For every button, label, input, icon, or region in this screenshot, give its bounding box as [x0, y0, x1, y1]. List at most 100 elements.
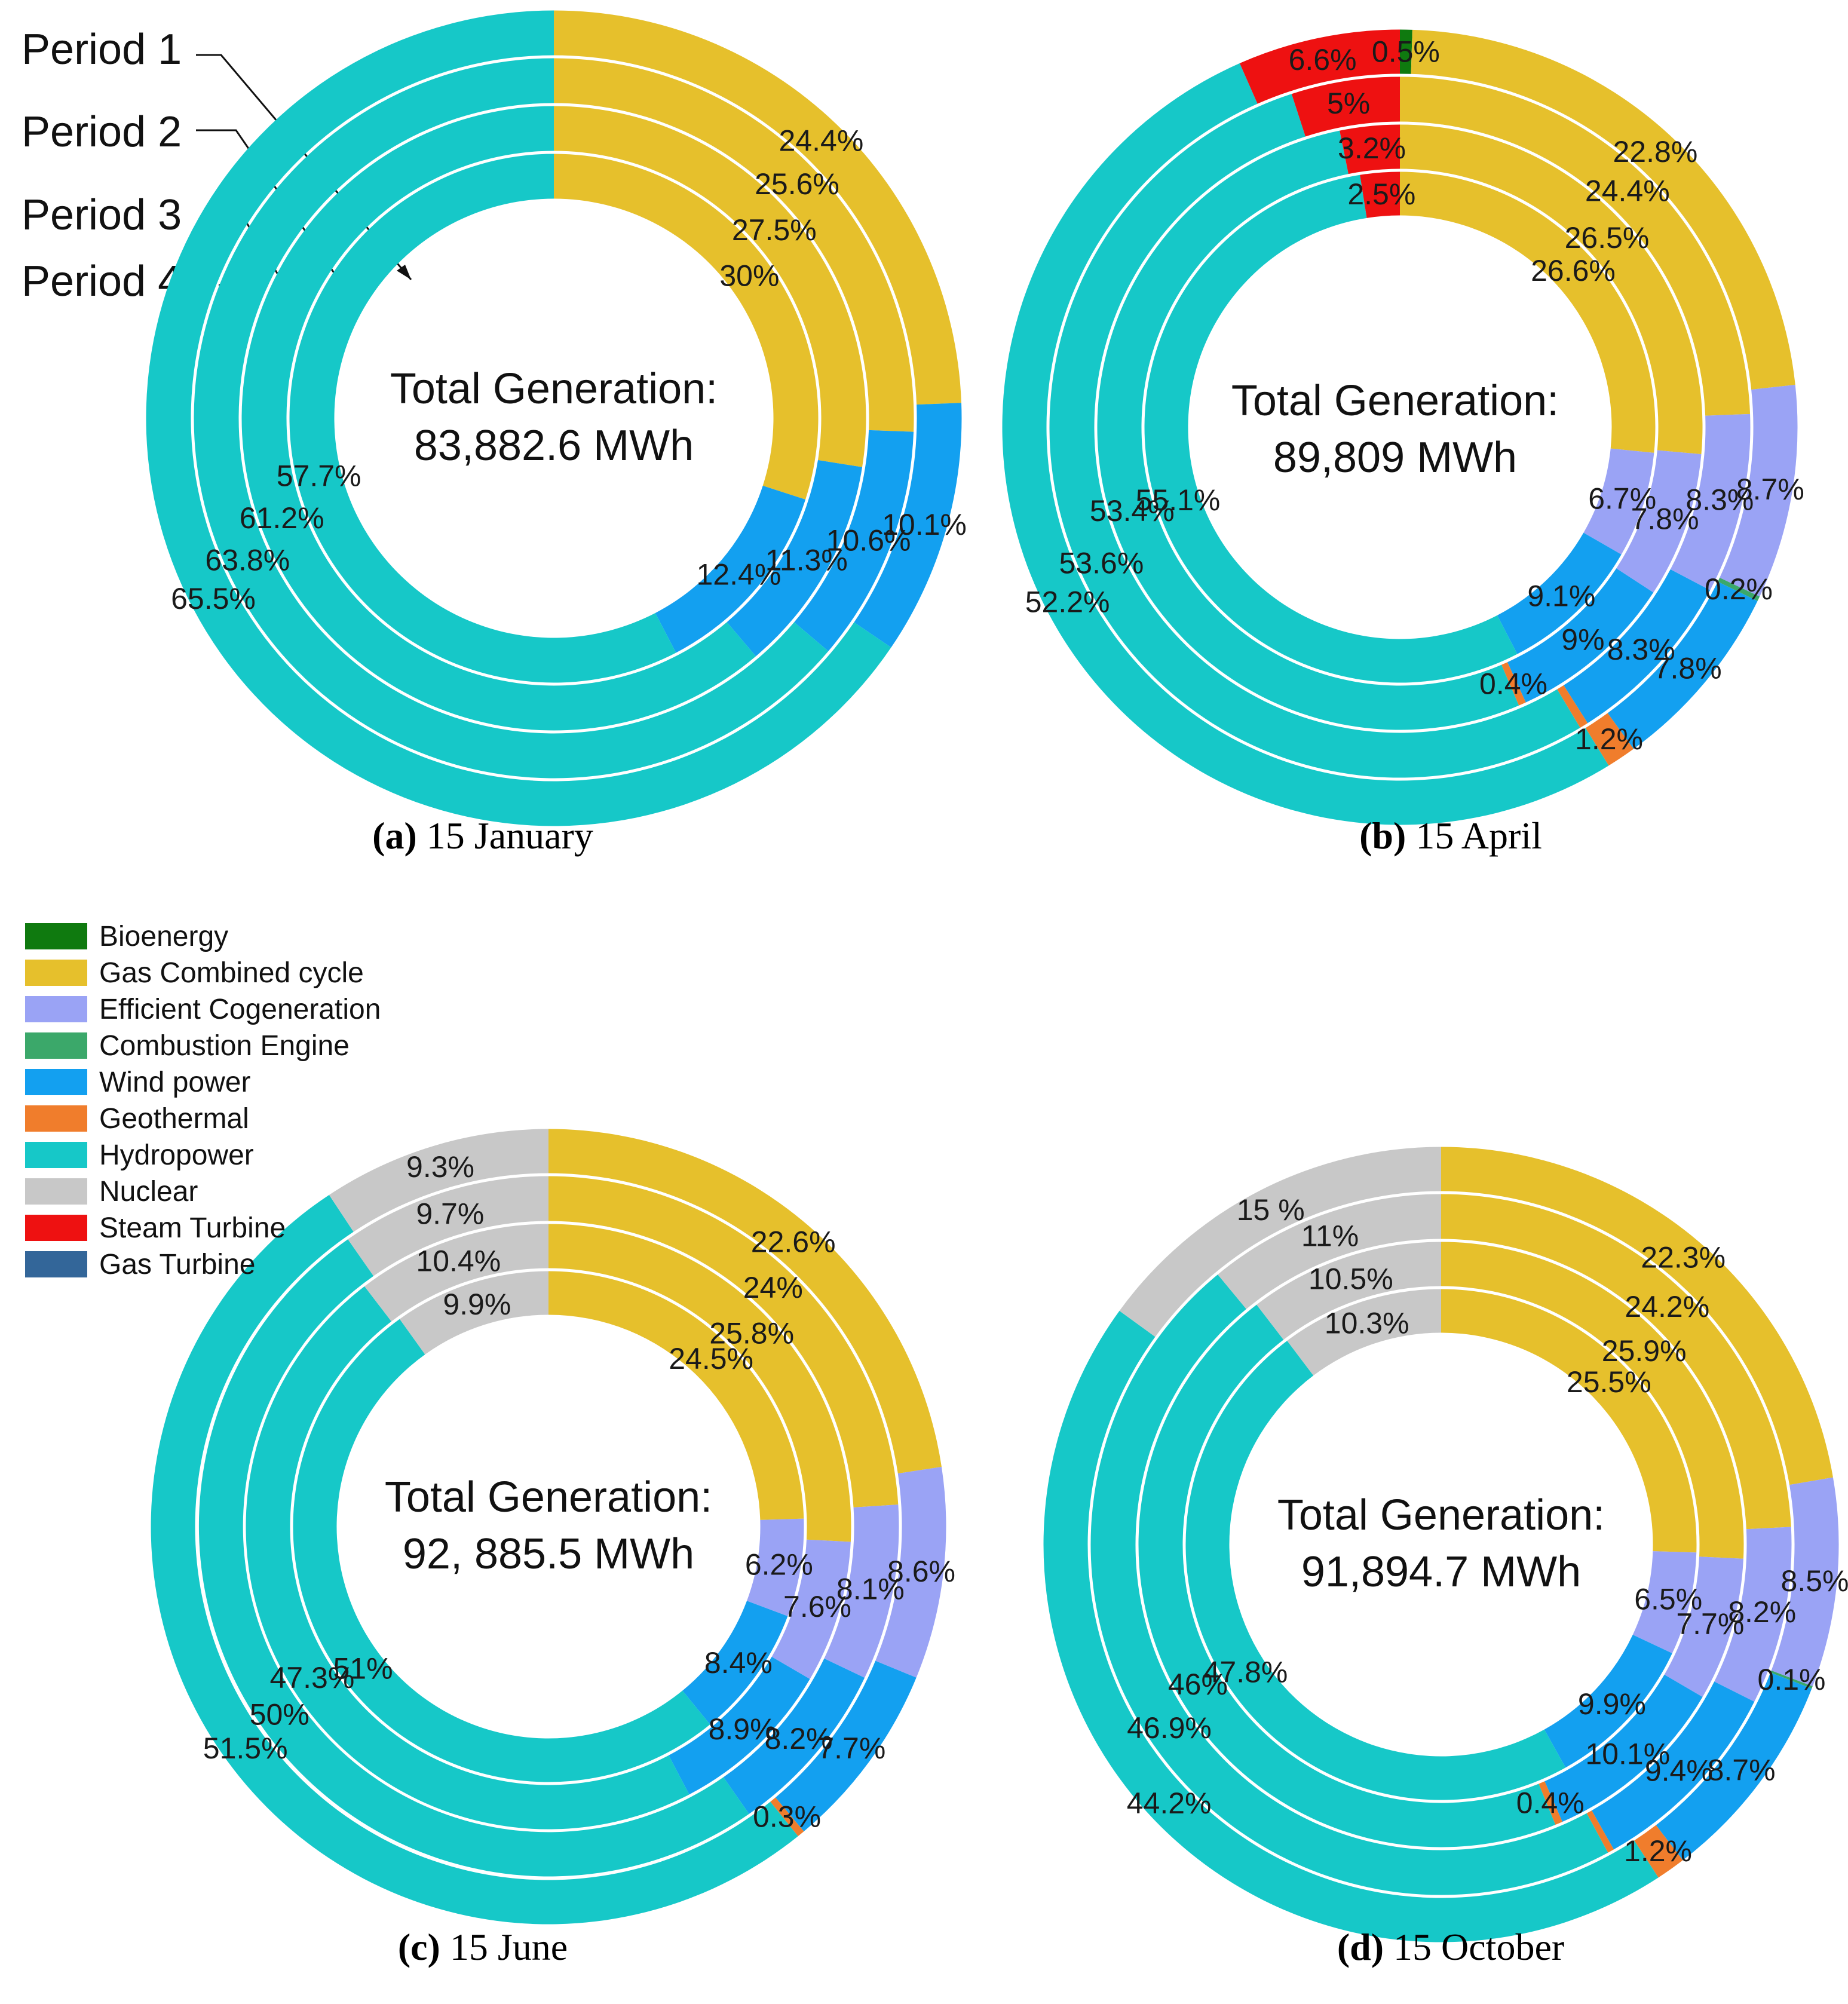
panel-c-ring-2-efficient-cogeneration-slice: [771, 1539, 851, 1680]
panel-a-ring-2-wind-power-slice: [727, 460, 863, 657]
panel-b-ring-4-steam-turbine-slice: [1239, 29, 1400, 104]
legend-swatch-geothermal: [25, 1105, 87, 1132]
panel-b-ring-3-geothermal-slice: [1557, 685, 1588, 728]
panel-b-ring-1-efficient-cogeneration-slice: [1583, 448, 1654, 554]
panel-d-ring-2-efficient-cogeneration-label: 7.7%: [1676, 1607, 1744, 1641]
panel-d-ring-4-combustion-engine-label: 0.1%: [1758, 1663, 1826, 1696]
panel-b-ring-1-gas-combined-cycle-label: 26.6%: [1531, 254, 1616, 287]
panel-c-ring-1-wind-power-label: 8.4%: [704, 1646, 773, 1680]
panel-c-caption-letter: (c): [398, 1926, 440, 1968]
panel-a-ring-4-wind-power-slice: [854, 403, 962, 648]
panel-c-ring-2-wind-power-label: 8.9%: [709, 1712, 777, 1746]
panel-d-ring-3-gas-combined-cycle-slice: [1441, 1194, 1791, 1530]
panel-d-ring-4-geothermal-slice: [1634, 1825, 1683, 1878]
panel-d-ring-3-hydropower-label: 46.9%: [1127, 1711, 1212, 1745]
panel-a-ring-4-wind-power-label: 10.1%: [882, 508, 967, 541]
panel-a-ring-2-gas-combined-cycle-slice: [554, 106, 866, 467]
panel-c-ring-2-hydropower-slice: [246, 1286, 689, 1830]
panel-d-ring-1-nuclear-label: 10.3%: [1325, 1306, 1409, 1340]
panel-a-ring-3-wind-power-slice: [794, 430, 914, 651]
panel-d-ring-2-efficient-cogeneration-slice: [1664, 1556, 1743, 1697]
panel-c-ring-4-geothermal-label: 0.3%: [753, 1800, 821, 1834]
panel-d-ring-2-gas-combined-cycle-label: 25.9%: [1602, 1334, 1687, 1368]
legend-swatch-nuclear: [25, 1178, 87, 1205]
panel-a-ring-4-gas-combined-cycle-slice: [554, 10, 962, 405]
panel-b-caption-letter: (b): [1359, 814, 1406, 857]
legend-swatch-wind-power: [25, 1069, 87, 1095]
legend-label-efficient-cogeneration: Efficient Cogeneration: [99, 994, 381, 1025]
panel-d-ring-1-hydropower-slice: [1185, 1340, 1566, 1800]
panel-b-ring-1-steam-turbine-label: 2.5%: [1347, 177, 1415, 211]
panel-c-ring-1-efficient-cogeneration-slice: [747, 1518, 804, 1616]
panel-c-ring-2-efficient-cogeneration-label: 7.6%: [783, 1590, 851, 1623]
panel-d-ring-2-wind-power-label: 10.1%: [1585, 1738, 1670, 1771]
panel-c-ring-2-nuclear-label: 10.4%: [416, 1244, 501, 1277]
panel-d-ring-1-gas-combined-cycle-label: 25.5%: [1567, 1365, 1651, 1399]
panel-d-ring-3-gas-combined-cycle-label: 24.2%: [1625, 1290, 1709, 1323]
panel-d-ring-2-gas-combined-cycle-slice: [1441, 1242, 1744, 1559]
panel-c-ring-1-efficient-cogeneration-label: 6.2%: [745, 1548, 813, 1582]
panel-b-rings: [1002, 29, 1798, 825]
panel-c-caption: (c) 15 June: [398, 1926, 568, 1968]
panel-b-center-total: 89,809 MWh: [1273, 434, 1517, 482]
panel-a-ring-1-gas-combined-cycle-label: 30%: [719, 259, 779, 293]
panel-c-ring-2-nuclear-slice: [364, 1224, 548, 1322]
panel-b-ring-4-wind-power-label: 7.8%: [1654, 652, 1722, 685]
panel-b-ring-3-steam-turbine-label: 5%: [1327, 87, 1370, 120]
panel-a-ring-2-wind-power-label: 11.3%: [765, 544, 848, 577]
legend-label-wind-power: Wind power: [99, 1067, 250, 1098]
legend-swatch-hydropower: [25, 1142, 87, 1168]
panel-d-center-total: 91,894.7 MWh: [1301, 1548, 1581, 1596]
panel-c-ring-1-nuclear-slice: [399, 1271, 548, 1355]
panel-b-ring-3-wind-power-slice: [1564, 569, 1711, 724]
panel-d-ring-2-geothermal-slice: [1539, 1781, 1562, 1825]
panel-d-ring-1-nuclear-slice: [1287, 1289, 1441, 1376]
panel-a-15-january: 30% 12.4% 57.7% 27.5% 11.3% 61.2% 25.6% 10.6% 63…: [146, 10, 967, 857]
panel-c-ring-4-gas-combined-cycle-label: 22.6%: [751, 1225, 836, 1258]
panel-b-ring-4-steam-turbine-label: 6.6%: [1289, 43, 1357, 76]
panel-b-ring-1-hydropower-label: 55.1%: [1136, 483, 1221, 517]
panel-a-caption: (a) 15 January: [372, 814, 593, 857]
panel-b-ring-2-efficient-cogeneration-slice: [1616, 450, 1702, 593]
panel-d-ring-4-gas-combined-cycle-label: 22.3%: [1641, 1241, 1726, 1274]
panel-c-ring-4-gas-combined-cycle-slice: [548, 1129, 942, 1474]
panel-a-center-total: 83,882.6 MWh: [414, 422, 694, 470]
panel-d-ring-4-nuclear-label: 15 %: [1237, 1193, 1305, 1227]
panel-b-15-april: 26.6% 6.7% 9.1% 55.1% 2.5% 26.5% 7.8% 9% 0.4% 53.…: [1002, 29, 1804, 857]
panel-b-ring-4-bioenergy-label: 0.5%: [1372, 35, 1440, 69]
panel-b-ring-3-wind-power-label: 8.3%: [1607, 633, 1675, 666]
panel-c-ring-1-hydropower-label: 51%: [333, 1652, 393, 1686]
panel-a-caption-text: 15 January: [417, 814, 593, 857]
panel-d-ring-4-geothermal-label: 1.2%: [1624, 1834, 1692, 1868]
panel-c-center-total: 92, 885.5 MWh: [403, 1530, 694, 1578]
panel-a-center-title: Total Generation:: [390, 365, 718, 413]
panel-c-ring-3-wind-power-label: 8.2%: [765, 1722, 833, 1755]
panel-b-center-title: Total Generation:: [1231, 377, 1559, 425]
panel-a-ring-1-gas-combined-cycle-slice: [554, 154, 819, 500]
legend-label-geothermal: Geothermal: [99, 1103, 249, 1135]
legend-label-gas-combined-cycle: Gas Combined cycle: [99, 957, 364, 989]
panel-b-ring-2-wind-power-label: 9%: [1561, 623, 1604, 657]
panel-a-ring-1-hydropower-slice: [289, 154, 676, 683]
panel-c-ring-4-geothermal-slice: [770, 1797, 804, 1837]
panel-a-ring-1-wind-power-slice: [655, 485, 806, 653]
panel-c-ring-1-gas-combined-cycle-label: 24.5%: [669, 1342, 753, 1375]
panel-c-ring-2-gas-combined-cycle-slice: [548, 1224, 851, 1542]
panel-b-ring-1-efficient-cogeneration-label: 6.7%: [1588, 482, 1656, 516]
panel-b-caption: (b) 15 April: [1359, 814, 1542, 857]
legend-swatch-gas-turbine: [25, 1251, 87, 1277]
panel-d-ring-3-wind-power-slice: [1592, 1681, 1755, 1850]
panel-d-caption: (d) 15 October: [1337, 1926, 1564, 1968]
panel-a-ring-1-wind-power-label: 12.4%: [697, 557, 782, 591]
panel-c-ring-1-nuclear-label: 9.9%: [443, 1288, 511, 1321]
panel-b-ring-4-bioenergy-slice: [1400, 29, 1412, 74]
panel-c-ring-3-hydropower-label: 50%: [250, 1697, 309, 1731]
panel-c-ring-3-wind-power-slice: [723, 1658, 865, 1814]
panel-b-ring-4-wind-power-slice: [1607, 581, 1758, 749]
panel-b-ring-2-geothermal-slice: [1501, 662, 1526, 706]
panel-c-ring-3-efficient-cogeneration-slice: [824, 1504, 899, 1678]
panel-c-ring-1-hydropower-slice: [293, 1319, 710, 1782]
panel-b-ring-3-efficient-cogeneration-slice: [1670, 413, 1751, 590]
panel-d-ring-3-wind-power-label: 9.4%: [1645, 1754, 1713, 1787]
